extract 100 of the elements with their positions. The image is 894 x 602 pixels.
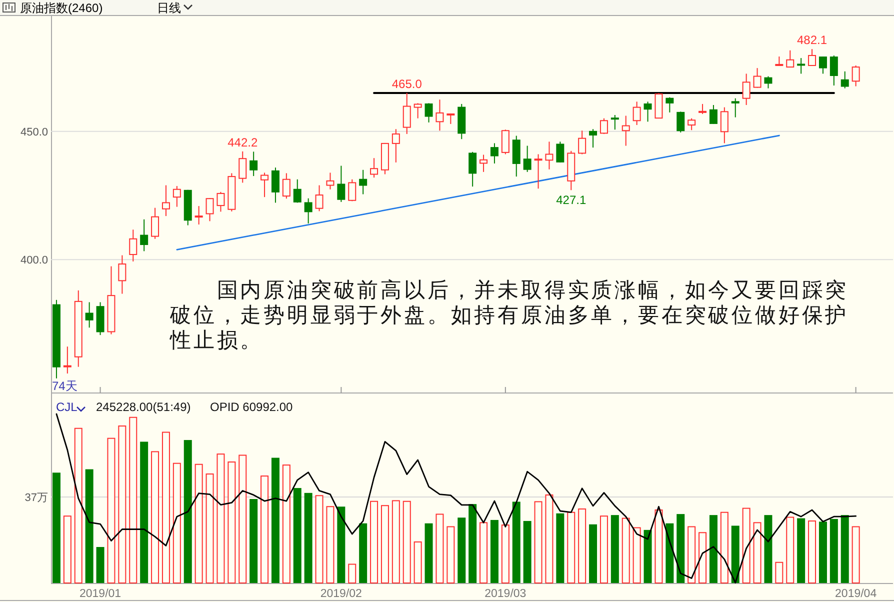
bar	[644, 530, 652, 583]
candlestick	[840, 70, 849, 89]
bar	[304, 492, 312, 583]
candlestick	[260, 172, 269, 198]
candlestick	[731, 98, 740, 118]
candlestick	[359, 169, 368, 195]
candlestick	[129, 229, 138, 262]
chart-subtitle: 日线	[157, 1, 181, 15]
bar	[764, 515, 772, 583]
text: 245228.00(51:49)	[96, 400, 191, 414]
bar	[315, 495, 324, 584]
bar	[162, 432, 170, 584]
candlestick	[786, 50, 794, 68]
bar	[775, 562, 784, 584]
bar	[348, 564, 356, 584]
bar	[468, 504, 477, 583]
bar	[688, 526, 696, 584]
candlestick	[490, 142, 498, 164]
bar	[600, 516, 608, 584]
candlestick	[501, 129, 510, 155]
bar	[753, 522, 762, 584]
candlestick	[304, 198, 312, 224]
candlestick	[797, 58, 806, 74]
bar	[556, 513, 564, 583]
y-tick-label: 400.0	[20, 254, 48, 267]
bar	[852, 526, 860, 584]
candlestick	[578, 130, 586, 155]
bar	[797, 518, 806, 583]
candlestick	[753, 68, 762, 88]
bar	[731, 526, 740, 583]
candlestick	[348, 178, 356, 202]
bar	[610, 515, 619, 583]
candlestick	[162, 184, 170, 217]
candlestick	[534, 154, 542, 190]
candlestick	[512, 135, 520, 178]
x-tick-label: 2019/03	[484, 588, 526, 600]
candlestick	[720, 106, 728, 144]
bar	[632, 527, 641, 584]
candlestick	[315, 184, 324, 212]
candlestick	[742, 73, 750, 106]
candlestick	[632, 101, 641, 126]
bar	[458, 518, 466, 583]
chart-title: 原油指数(2460)	[20, 1, 103, 15]
bar	[206, 473, 214, 584]
x-tick-label: 2019/04	[835, 588, 878, 600]
bar	[140, 442, 148, 583]
bar	[326, 506, 334, 584]
annotation: 国内原油突破前高以后，并未取得实质涨幅，如今又要回踩突破位，走势明显弱于外盘。如持有原油多单，要在突破位做好保护性止损。	[169, 278, 849, 352]
bar	[172, 462, 181, 584]
candlestick	[644, 101, 652, 122]
bar	[282, 464, 290, 584]
candlestick	[468, 151, 477, 188]
candlestick	[589, 128, 598, 148]
bar	[52, 472, 60, 583]
candlestick	[194, 206, 203, 226]
bar	[271, 458, 280, 583]
candlestick	[271, 167, 280, 204]
candlestick	[414, 102, 422, 119]
candlestick	[480, 154, 488, 172]
candlestick	[63, 346, 72, 374]
bar	[698, 532, 707, 584]
bar	[402, 500, 411, 584]
candlestick	[852, 64, 860, 87]
candlestick	[545, 141, 554, 170]
bar	[523, 520, 532, 583]
candlestick	[206, 198, 214, 222]
bar	[830, 518, 838, 583]
candlestick	[622, 115, 630, 146]
annotation: 482.1	[797, 33, 828, 48]
bar	[129, 416, 138, 584]
bar	[118, 426, 126, 584]
candlestick	[709, 104, 718, 124]
bar	[786, 516, 794, 584]
bar	[545, 494, 554, 584]
candlestick	[293, 178, 302, 204]
text: CJL	[56, 400, 78, 414]
candlestick	[666, 96, 674, 113]
candlestick	[688, 118, 696, 131]
bar	[370, 500, 378, 584]
bar	[96, 547, 104, 583]
bar	[512, 502, 520, 583]
ref-line-label: 37万	[24, 492, 48, 504]
bar	[260, 476, 269, 584]
bar	[228, 461, 236, 584]
bar	[63, 516, 72, 584]
bar	[446, 526, 455, 584]
candlestick	[424, 102, 433, 123]
candlestick	[238, 150, 247, 184]
bar	[424, 523, 433, 583]
candlestick	[556, 141, 564, 163]
candlestick	[172, 186, 181, 208]
bar	[567, 512, 576, 584]
candlestick	[370, 158, 378, 178]
bar	[74, 428, 82, 584]
bar	[250, 499, 258, 583]
bar	[337, 506, 346, 583]
bar	[380, 505, 389, 584]
candlestick	[610, 114, 619, 130]
candlestick	[818, 56, 827, 74]
bar	[85, 469, 94, 583]
